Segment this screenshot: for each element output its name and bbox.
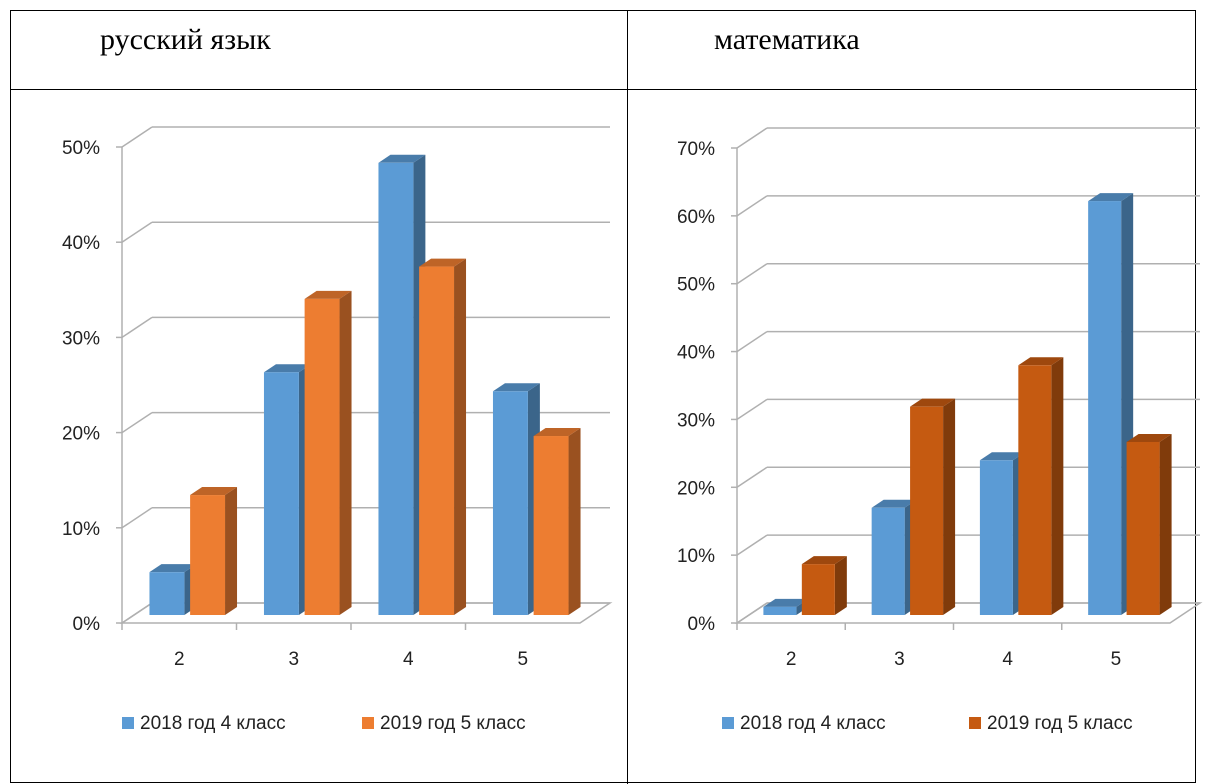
bar-top xyxy=(419,258,467,267)
bar-side xyxy=(1159,433,1172,615)
bar-top xyxy=(1088,193,1134,202)
bar xyxy=(979,460,1013,615)
bar-top xyxy=(871,499,917,508)
bar-top xyxy=(1126,433,1172,442)
bar xyxy=(801,564,835,615)
y-tick-label: 40% xyxy=(62,233,100,254)
legend-swatch xyxy=(122,717,134,729)
legend-label: 2019 год 5 класс xyxy=(987,713,1133,734)
x-tick-label: 4 xyxy=(1002,649,1013,670)
gridline-diagonal xyxy=(121,221,153,243)
legend-swatch xyxy=(969,717,981,729)
bar-top xyxy=(910,398,956,407)
bar-side xyxy=(454,258,467,615)
y-tick-label: 30% xyxy=(677,410,715,431)
legend-swatch xyxy=(362,717,374,729)
bar-top xyxy=(1018,357,1064,366)
bar xyxy=(533,436,569,615)
bar xyxy=(149,572,185,615)
gridline-diagonal xyxy=(121,316,153,339)
bar-side xyxy=(1051,357,1064,615)
y-tick-label: 0% xyxy=(73,614,101,635)
gridline-diagonal xyxy=(121,126,153,148)
bar-top xyxy=(263,364,311,373)
gridline-diagonal xyxy=(121,507,153,529)
bar xyxy=(190,495,226,615)
gridline-diagonal xyxy=(736,534,768,556)
y-tick-label: 20% xyxy=(62,424,100,445)
bar-side xyxy=(834,556,847,615)
bar-side xyxy=(568,428,581,615)
x-tick-label: 5 xyxy=(517,649,528,670)
bar xyxy=(1126,441,1160,615)
y-tick-label: 10% xyxy=(62,519,100,540)
gridline-diagonal xyxy=(736,398,768,421)
x-tick-label: 3 xyxy=(288,649,299,670)
bar xyxy=(1018,365,1052,615)
bar xyxy=(263,372,299,615)
y-tick-label: 10% xyxy=(677,546,715,567)
y-tick-label: 70% xyxy=(677,139,715,160)
y-tick-label: 0% xyxy=(688,614,716,635)
gridline-diagonal xyxy=(736,466,768,488)
legend-swatch xyxy=(722,717,734,729)
x-tick-label: 3 xyxy=(894,649,905,670)
gridline-diagonal xyxy=(736,263,768,285)
bar-top xyxy=(533,428,581,437)
header-divider xyxy=(11,89,1197,90)
chart-floor xyxy=(734,602,1203,624)
bar xyxy=(304,298,340,615)
y-tick-label: 30% xyxy=(62,328,100,349)
bar-side xyxy=(943,398,956,615)
bar-top xyxy=(304,290,352,299)
bar-side xyxy=(339,290,352,615)
chart-floor xyxy=(119,602,613,624)
y-tick-label: 50% xyxy=(62,138,100,159)
bar-top xyxy=(190,487,238,496)
y-tick-label: 20% xyxy=(677,478,715,499)
bar xyxy=(763,606,797,615)
legend-label: 2018 год 4 класс xyxy=(740,713,886,734)
y-tick-label: 50% xyxy=(677,275,715,296)
bar-top xyxy=(149,564,197,573)
x-tick-label: 2 xyxy=(174,649,185,670)
bar-top xyxy=(492,383,540,392)
y-tick-label: 60% xyxy=(677,207,715,228)
bar-top xyxy=(801,556,847,565)
bar-top xyxy=(979,452,1025,461)
chart-russian: 0% 10% 20% 30% 40% 50% 2 3 4 5 2018 год 4 класс 201… xyxy=(62,126,613,734)
gridline-diagonal xyxy=(121,411,153,434)
gridline-diagonal xyxy=(736,127,768,149)
x-tick-label: 5 xyxy=(1111,649,1122,670)
gridline-diagonal xyxy=(736,195,768,217)
legend-label: 2019 год 5 класс xyxy=(380,713,526,734)
column-divider xyxy=(627,11,628,784)
header-russian: русский язык xyxy=(100,23,271,56)
bar xyxy=(910,406,944,615)
bar xyxy=(492,391,528,615)
x-tick-label: 4 xyxy=(403,649,414,670)
header-math: математика xyxy=(714,23,860,56)
x-tick-label: 2 xyxy=(786,649,797,670)
bar xyxy=(871,507,905,615)
bar xyxy=(1088,201,1122,616)
bar-top xyxy=(763,598,809,607)
bar xyxy=(419,266,455,615)
legend-label: 2018 год 4 класс xyxy=(140,713,286,734)
bar-side xyxy=(225,487,238,615)
y-tick-label: 40% xyxy=(677,343,715,364)
bar xyxy=(378,162,414,616)
bar-top xyxy=(378,154,426,163)
gridline-diagonal xyxy=(736,330,768,353)
